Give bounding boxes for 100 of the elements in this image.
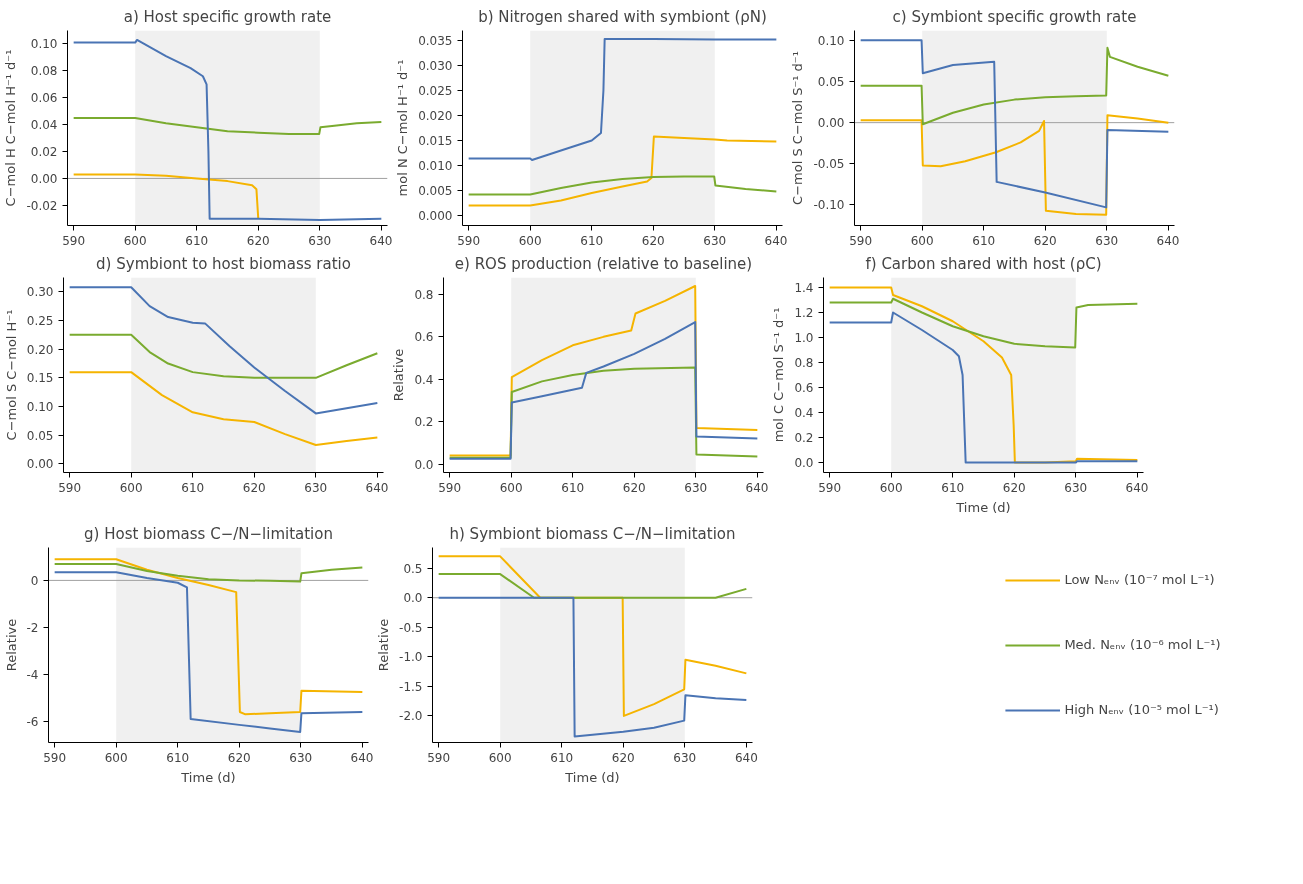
y-tick-label: 0.5 (403, 561, 423, 576)
y-tick-label: 0.005 (418, 184, 453, 198)
y-tick-label: -6 (26, 714, 39, 729)
y-tick-label: 1.4 (794, 281, 814, 295)
line-series (859, 46, 1170, 126)
y-tick-label: 0.015 (418, 134, 453, 148)
y-tick-label: -1.5 (399, 679, 423, 694)
chart-title: h) Symbiont biomass C−/N−limitation (449, 524, 736, 543)
x-tick-label: 590 (457, 233, 481, 248)
line-series (828, 297, 1139, 349)
y-axis-title: C−mol S C−mol H⁻¹ (3, 309, 19, 441)
x-tick-label: 610 (580, 233, 604, 248)
x-axis-title: Time (d) (564, 769, 620, 785)
x-tick-label: 640 (365, 480, 389, 495)
x-tick-label: 610 (166, 750, 190, 765)
y-axis-title: C−mol H C−mol H⁻¹ d⁻¹ (3, 49, 19, 207)
y-axis-title: Relative (3, 618, 19, 672)
x-axis-title: Time (d) (955, 499, 1011, 515)
x-tick-label: 630 (1095, 233, 1119, 248)
x-tick-label: 620 (1002, 480, 1026, 495)
y-tick-label: 0.0 (414, 457, 434, 472)
x-tick-label: 590 (818, 480, 842, 495)
x-tick-label: 610 (185, 233, 209, 248)
x-tick-label: 600 (518, 233, 542, 248)
y-tick-label: -4 (26, 667, 39, 682)
x-tick-label: 600 (910, 233, 934, 248)
y-tick-label: 0.8 (414, 287, 434, 302)
x-tick-label: 590 (438, 480, 462, 495)
y-tick-label: 0.025 (418, 84, 453, 98)
x-tick-label: 630 (304, 480, 328, 495)
y-tick-label: -1.0 (399, 650, 423, 665)
y-tick-label: 0.10 (26, 400, 54, 415)
y-tick-label: 1.2 (794, 306, 814, 320)
y-tick-label: 0.10 (30, 37, 58, 52)
line-series (467, 175, 778, 196)
line-series (68, 333, 379, 379)
y-tick-label: 0.02 (30, 145, 58, 160)
line-series (859, 39, 1170, 209)
line-series (72, 38, 383, 222)
x-tick-label: 620 (622, 480, 646, 495)
y-tick-label: 0.30 (26, 285, 54, 300)
x-tick-label: 600 (119, 480, 143, 495)
y-tick-label: 0.8 (794, 356, 814, 370)
x-tick-label: 630 (289, 750, 313, 765)
x-tick-label: 640 (1156, 233, 1180, 248)
x-tick-label: 620 (246, 233, 270, 248)
y-tick-label: 0.4 (794, 406, 814, 420)
x-tick-label: 640 (369, 233, 393, 248)
x-tick-label: 640 (764, 233, 788, 248)
line-series (72, 173, 260, 220)
line-series (437, 596, 748, 738)
y-tick-label: 0.020 (418, 109, 453, 123)
x-tick-label: 590 (62, 233, 86, 248)
x-tick-label: 640 (1125, 480, 1149, 495)
line-series (53, 571, 364, 733)
x-tick-label: 600 (499, 480, 523, 495)
y-tick-label: -0.5 (399, 620, 423, 635)
chart-title: b) Nitrogen shared with symbiont (ρN) (478, 7, 767, 26)
chart-title: c) Symbiont specific growth rate (892, 7, 1137, 26)
x-axis-title: Time (d) (180, 769, 236, 785)
x-tick-label: 620 (641, 233, 665, 248)
y-axis-title: Relative (376, 618, 392, 672)
y-axis-title: Relative (391, 348, 407, 402)
y-tick-label: 0.00 (30, 171, 58, 186)
x-tick-label: 630 (308, 233, 332, 248)
x-tick-label: 590 (58, 480, 82, 495)
x-tick-label: 600 (879, 480, 903, 495)
y-tick-label: 1.0 (794, 331, 814, 345)
y-tick-label: 0.00 (817, 116, 845, 131)
x-tick-label: 590 (43, 750, 67, 765)
y-tick-label: 0.15 (26, 371, 54, 386)
y-tick-label: 0.2 (794, 431, 814, 445)
x-tick-label: 630 (703, 233, 727, 248)
y-tick-label: 0.10 (817, 33, 845, 48)
x-tick-label: 600 (104, 750, 128, 765)
y-tick-label: 0.030 (418, 59, 453, 73)
y-axis-title: mol C C−mol S⁻¹ d⁻¹ (771, 307, 787, 443)
line-series (467, 38, 778, 161)
y-tick-label: 0.6 (414, 330, 434, 345)
x-tick-label: 620 (1033, 233, 1057, 248)
x-tick-label: 620 (242, 480, 266, 495)
x-tick-label: 610 (561, 480, 585, 495)
x-tick-label: 610 (941, 480, 965, 495)
line-series (72, 116, 383, 136)
line-series (68, 286, 379, 415)
y-tick-label: -2 (26, 620, 39, 635)
line-series (53, 562, 364, 583)
x-tick-label: 600 (488, 750, 512, 765)
y-tick-label: 0.2 (414, 415, 434, 430)
y-tick-label: 0.4 (414, 372, 434, 387)
x-tick-label: 620 (611, 750, 635, 765)
chart-title: g) Host biomass C−/N−limitation (84, 524, 333, 543)
x-tick-label: 640 (745, 480, 769, 495)
x-tick-label: 630 (1064, 480, 1088, 495)
line-series (53, 558, 364, 716)
x-tick-label: 630 (684, 480, 708, 495)
x-tick-label: 590 (849, 233, 873, 248)
line-series (448, 321, 759, 460)
y-tick-label: 0.05 (817, 75, 845, 90)
x-tick-label: 610 (550, 750, 574, 765)
